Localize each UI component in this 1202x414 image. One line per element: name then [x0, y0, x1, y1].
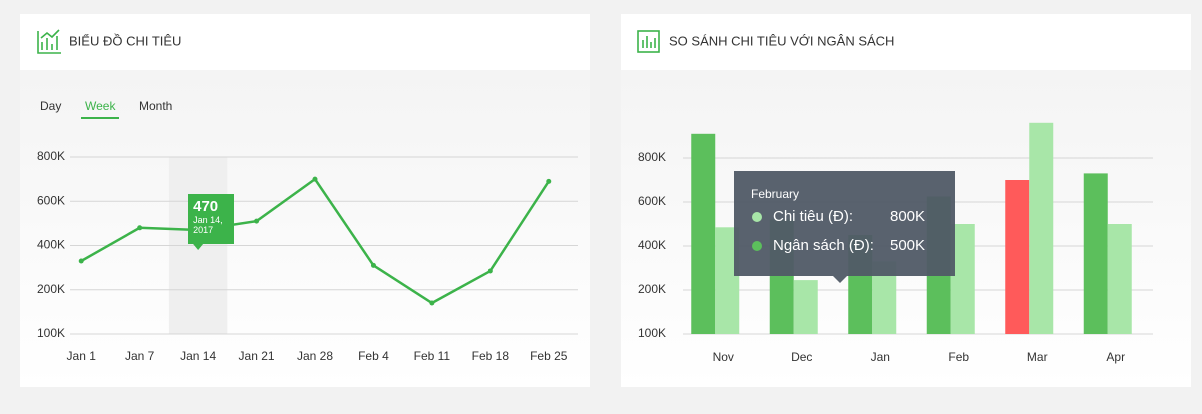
x-tick-label: Jan 14	[180, 349, 216, 363]
x-tick-label: Apr	[1106, 350, 1125, 364]
y-tick-label: 600K	[638, 194, 666, 208]
point	[254, 218, 260, 224]
tooltip-arrow	[193, 244, 204, 251]
x-tick-label: Dec	[791, 350, 812, 364]
y-tick-label: 100K	[37, 326, 65, 340]
y-tick-label: 200K	[37, 282, 65, 296]
card-title: SO SÁNH CHI TIÊU VỚI NGÂN SÁCH	[669, 33, 894, 48]
y-tick-label: 800K	[37, 149, 65, 163]
point	[312, 176, 318, 182]
tooltip-value: 470	[193, 198, 219, 215]
x-tick-label: Feb 18	[472, 349, 510, 363]
tooltip: 470 Jan 14, 2017	[188, 194, 235, 244]
x-tick-label: Feb 4	[358, 349, 389, 363]
y-tick-label: 200K	[638, 282, 666, 296]
point	[487, 268, 493, 274]
bar	[1107, 224, 1132, 334]
bar	[691, 133, 716, 334]
x-tick-label: Mar	[1027, 350, 1048, 364]
bar	[1005, 180, 1030, 334]
x-tick-label: Feb	[948, 350, 969, 364]
tooltip-arrow	[833, 276, 847, 283]
point	[137, 225, 143, 231]
card-title: BIỂU ĐỒ CHI TIÊU	[69, 33, 181, 48]
point	[546, 178, 552, 184]
x-tick-label: Jan 7	[125, 349, 155, 363]
y-tick-label: 600K	[37, 193, 65, 207]
y-tick-label: 400K	[37, 238, 65, 252]
tooltip-value: 800K	[890, 208, 926, 225]
tooltip-value: 500K	[890, 237, 926, 254]
tab[interactable]: Week	[85, 99, 116, 113]
bar-chart-icon	[637, 30, 660, 53]
x-tick-label: Jan 1	[67, 349, 97, 363]
x-tick-label: Jan 21	[239, 349, 275, 363]
tooltip-label: Ngân sách (Đ):	[773, 237, 874, 254]
x-tick-label: Feb 25	[530, 349, 568, 363]
tooltip-dot	[752, 241, 762, 251]
point	[78, 258, 84, 264]
tooltip-dot	[752, 212, 762, 222]
y-tick-label: 100K	[638, 326, 666, 340]
y-tick-label: 400K	[638, 238, 666, 252]
x-tick-label: Jan 28	[297, 349, 333, 363]
tab[interactable]: Day	[40, 99, 61, 113]
tooltip-label: Chi tiêu (Đ):	[773, 208, 854, 225]
x-tick-label: Feb 11	[414, 349, 451, 363]
point	[429, 300, 435, 306]
x-tick-label: Jan	[871, 350, 890, 364]
point	[370, 262, 376, 268]
bar	[1029, 122, 1054, 334]
tooltip-title: February	[751, 187, 800, 201]
bar	[1083, 173, 1108, 334]
y-tick-label: 800K	[638, 150, 666, 164]
tooltip-date: Jan 14, 2017	[193, 215, 223, 235]
x-tick-label: Nov	[713, 350, 734, 364]
bar	[793, 280, 818, 334]
tooltip	[734, 171, 955, 276]
tab[interactable]: Month	[139, 99, 172, 113]
line-chart-icon	[37, 29, 61, 54]
